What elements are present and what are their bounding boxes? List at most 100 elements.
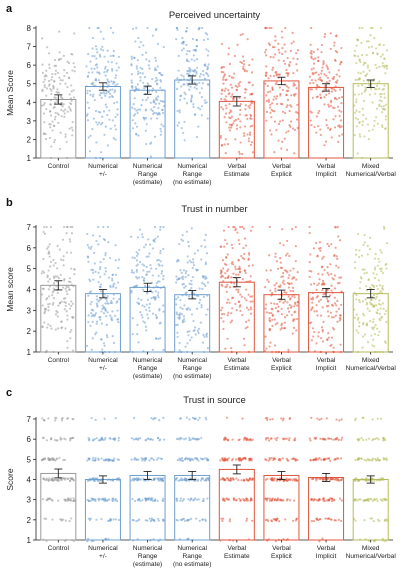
data-point bbox=[285, 105, 288, 109]
data-point bbox=[45, 349, 48, 352]
data-point bbox=[154, 56, 157, 60]
data-point bbox=[223, 477, 226, 481]
data-point bbox=[145, 308, 148, 311]
data-point bbox=[162, 274, 165, 278]
data-point bbox=[187, 306, 190, 310]
data-point bbox=[321, 537, 324, 540]
data-point bbox=[275, 74, 278, 77]
data-point bbox=[273, 302, 276, 305]
data-point bbox=[101, 304, 104, 307]
y-tick-label: 3 bbox=[27, 306, 32, 315]
data-point bbox=[71, 349, 75, 352]
data-point bbox=[323, 144, 326, 147]
data-point bbox=[144, 108, 148, 111]
data-point bbox=[319, 76, 322, 79]
data-point bbox=[325, 417, 328, 420]
data-point bbox=[86, 459, 89, 462]
data-point bbox=[293, 499, 296, 502]
data-point bbox=[289, 49, 293, 52]
data-point bbox=[273, 477, 276, 480]
data-point bbox=[142, 81, 145, 84]
data-point bbox=[144, 497, 147, 500]
data-point bbox=[353, 104, 356, 107]
data-point bbox=[202, 38, 206, 42]
data-point bbox=[67, 76, 71, 80]
data-point bbox=[264, 286, 267, 289]
data-point bbox=[269, 90, 272, 93]
data-point bbox=[336, 225, 339, 229]
data-point bbox=[160, 457, 164, 461]
data-point bbox=[143, 321, 147, 324]
data-point bbox=[329, 263, 332, 266]
data-point bbox=[49, 87, 52, 91]
data-point bbox=[149, 289, 152, 292]
data-point bbox=[238, 84, 241, 87]
data-point bbox=[188, 330, 191, 333]
data-point bbox=[332, 438, 335, 441]
data-point bbox=[51, 518, 54, 521]
data-point bbox=[161, 479, 164, 482]
data-point bbox=[291, 332, 294, 335]
y-tick-label: 1 bbox=[27, 348, 32, 357]
data-point bbox=[295, 329, 298, 332]
data-point bbox=[65, 140, 68, 144]
data-point bbox=[157, 296, 160, 299]
data-point bbox=[64, 498, 67, 502]
data-point bbox=[90, 245, 93, 248]
data-point bbox=[220, 106, 223, 109]
data-point bbox=[363, 241, 366, 244]
data-point bbox=[109, 88, 112, 91]
data-point bbox=[113, 90, 116, 94]
data-point bbox=[354, 261, 357, 264]
data-point bbox=[240, 479, 243, 482]
data-point bbox=[92, 93, 95, 96]
panel-letter: b bbox=[6, 197, 13, 209]
data-point bbox=[87, 320, 90, 324]
data-point bbox=[139, 76, 142, 79]
data-point bbox=[325, 124, 328, 127]
data-point bbox=[312, 335, 315, 338]
data-point bbox=[112, 518, 115, 521]
data-point bbox=[149, 263, 152, 267]
data-point bbox=[379, 498, 382, 501]
data-point bbox=[47, 252, 50, 255]
data-point bbox=[41, 89, 44, 93]
data-point bbox=[177, 54, 180, 57]
data-point bbox=[326, 266, 329, 269]
data-point bbox=[286, 98, 290, 101]
data-point bbox=[204, 284, 207, 287]
data-point bbox=[235, 288, 238, 291]
data-point bbox=[145, 123, 148, 126]
data-point bbox=[65, 290, 68, 293]
data-point bbox=[221, 259, 225, 262]
data-point bbox=[363, 61, 366, 64]
data-point bbox=[109, 54, 112, 58]
data-point bbox=[191, 416, 195, 419]
data-point bbox=[357, 84, 360, 87]
data-point bbox=[70, 477, 74, 480]
data-point bbox=[370, 334, 373, 337]
data-point bbox=[265, 94, 268, 97]
data-point bbox=[103, 239, 107, 242]
data-point bbox=[327, 105, 331, 108]
data-point bbox=[225, 263, 228, 266]
data-point bbox=[331, 87, 334, 90]
data-point bbox=[281, 102, 284, 106]
data-point bbox=[296, 458, 299, 462]
data-point bbox=[90, 268, 93, 271]
data-point bbox=[358, 110, 361, 113]
data-point bbox=[200, 436, 203, 440]
data-point bbox=[227, 268, 230, 271]
data-point bbox=[162, 304, 165, 307]
data-point bbox=[44, 137, 48, 141]
data-point bbox=[288, 63, 291, 66]
data-point bbox=[175, 281, 178, 284]
data-point bbox=[373, 479, 376, 482]
data-point bbox=[224, 347, 227, 350]
data-point bbox=[247, 140, 250, 143]
data-point bbox=[357, 498, 361, 501]
data-point bbox=[327, 332, 330, 335]
data-point bbox=[267, 77, 270, 80]
data-point bbox=[270, 519, 273, 522]
